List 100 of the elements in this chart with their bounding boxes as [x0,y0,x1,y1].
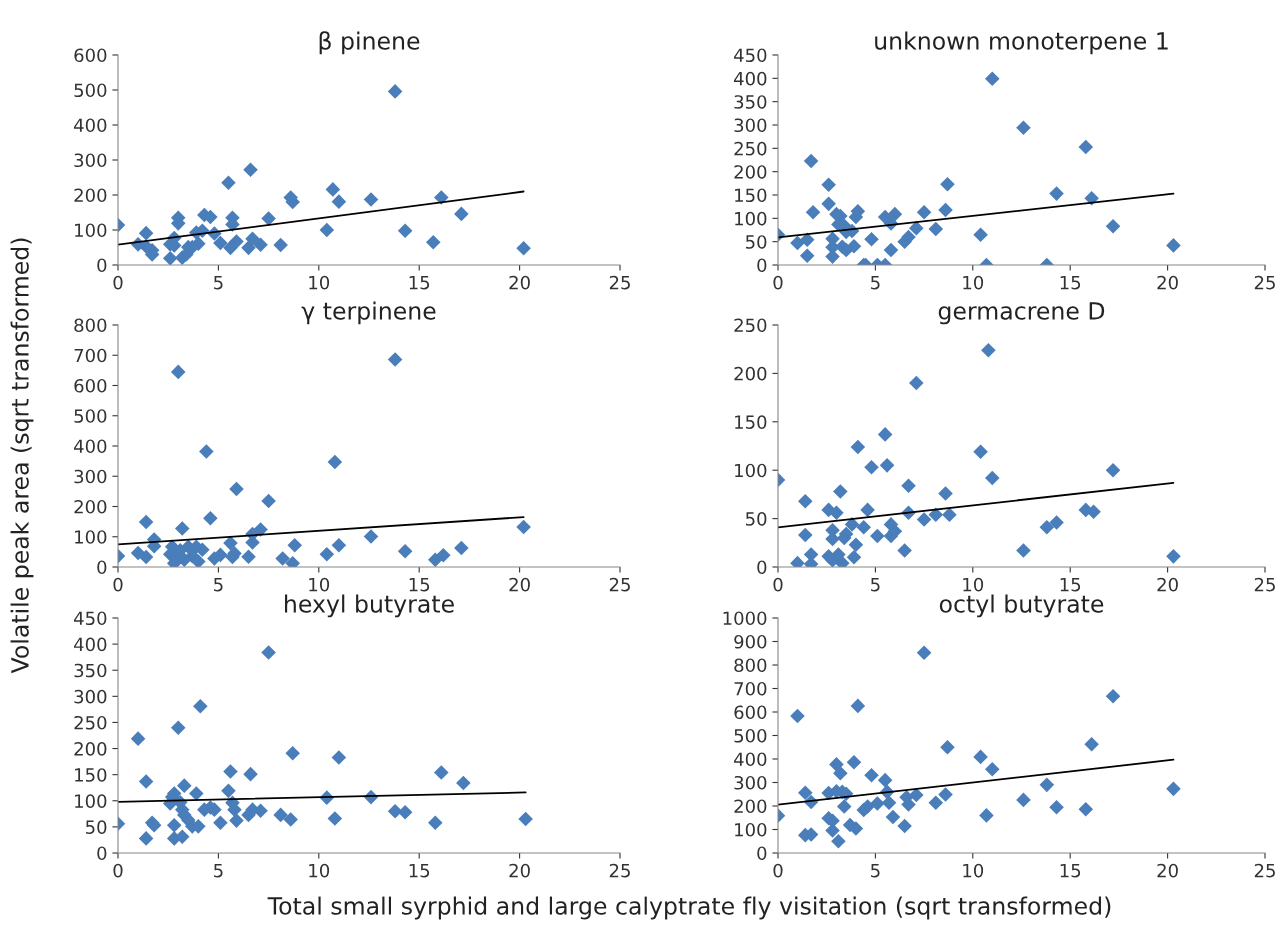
point [273,807,288,823]
point [877,427,893,442]
point [454,540,469,556]
point [166,818,182,833]
y-tick-label: 250 [74,715,107,730]
y-tick-label: 100 [75,223,107,238]
x-tick-label: 0 [773,863,783,878]
y-tick-label: 400 [74,439,107,454]
point [162,251,178,265]
point [901,478,916,493]
point [397,804,413,820]
point [1049,799,1064,815]
point [879,458,895,473]
y-tick-label: 500 [74,83,107,98]
point [864,767,879,783]
point [325,182,341,197]
point [846,550,862,565]
y-tick-label: 200 [734,799,767,814]
point [909,220,924,236]
point [243,162,258,178]
x-tick-label: 0 [773,577,783,592]
y-tick-label: 150 [735,415,767,429]
y-tick-label: 600 [74,48,107,63]
point [916,512,932,527]
point [191,554,206,567]
point [885,809,901,825]
y-tick-label: 400 [734,71,767,86]
point [821,196,836,212]
point [130,731,146,746]
x-tick-label: 15 [409,275,430,290]
point [327,811,343,826]
point [213,235,228,251]
point [195,542,210,558]
x-tick-label: 25 [1254,275,1275,290]
x-tick-label: 0 [773,275,783,290]
x-tick-label: 5 [214,863,223,878]
point [436,547,451,563]
point [245,231,260,247]
point [138,831,154,846]
y-tick-label: 50 [86,820,107,835]
point [973,227,988,242]
point [797,527,813,543]
y-tick-label: 700 [734,681,767,696]
point [1078,139,1094,155]
x-tick-label: 25 [609,275,630,290]
point [831,547,846,562]
point [973,444,988,460]
point [229,813,244,828]
point [979,808,994,823]
x-tick-label: 10 [309,577,330,592]
y-tick-label: 350 [74,663,107,678]
y-tick-label: 400 [74,118,107,133]
point [331,537,347,553]
y-tick-label: 200 [74,742,107,756]
point [803,153,819,169]
point [856,520,871,535]
y-tick-label: 0 [97,846,107,861]
y-axis-title: Volatile peak area (sqrt transformed) [10,238,34,674]
point [213,815,228,830]
y-tick-label: 350 [734,95,767,109]
point [1049,515,1064,530]
x-tick-label: 20 [509,577,530,592]
point [1078,802,1094,817]
point [836,799,852,814]
point [275,551,290,566]
point [829,505,844,521]
chart-title: hexyl butyrate [285,594,454,618]
point [221,783,236,799]
y-tick-label: 100 [735,822,767,837]
point [253,522,268,537]
y-tick-label: 700 [74,348,107,363]
point [1166,781,1181,797]
x-tick-label: 15 [1060,275,1081,290]
x-tick-label: 10 [963,275,984,290]
point [938,202,953,218]
point [981,342,996,358]
x-tick-label: 15 [409,863,430,878]
point [327,454,343,470]
x-tick-label: 10 [309,275,330,290]
point [928,221,944,237]
point [1049,186,1064,201]
chart-title: β pinene [319,31,420,55]
point [138,225,154,241]
point [833,766,848,781]
x-tick-label: 5 [871,275,880,290]
point [518,811,533,827]
y-tick-label: 100 [75,794,107,808]
point [1039,520,1055,535]
point [176,778,192,793]
y-tick-label: 500 [74,409,107,423]
point [860,799,875,814]
y-tick-label: 300 [74,469,107,484]
point [850,698,866,714]
point [363,529,379,544]
chart-title: octyl butyrate [939,594,1104,618]
point [516,240,531,256]
x-tick-label: 25 [609,577,630,592]
point [223,764,238,779]
x-tick-label: 10 [963,863,984,878]
x-tick-label: 5 [214,577,223,592]
